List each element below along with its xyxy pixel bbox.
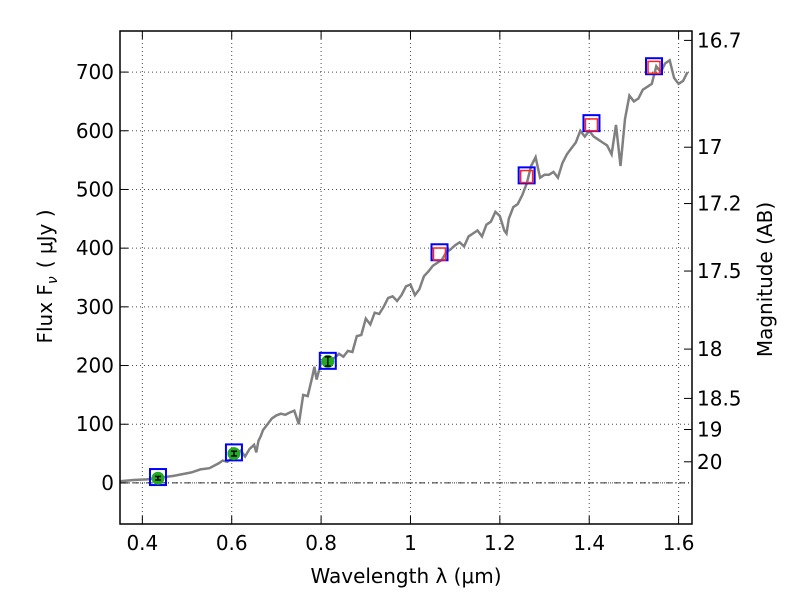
synthetic-flux-marker bbox=[224, 443, 243, 462]
x-tick-label: 0.4 bbox=[126, 531, 158, 555]
x-tick-label: 1.4 bbox=[573, 531, 605, 555]
y2-axis-title: Magnitude (AB) bbox=[753, 202, 777, 357]
y-tick-label: 400 bbox=[76, 236, 114, 260]
y2-tick-label: 17 bbox=[697, 135, 722, 159]
y2-tick-label: 18 bbox=[697, 337, 722, 361]
synthetic-flux-marker bbox=[318, 351, 337, 370]
x-tick-label: 1.6 bbox=[663, 531, 695, 555]
marks-layer bbox=[148, 57, 664, 487]
ticks-layer: 0.4 0.6 0.8 1 1.2 1.4 1.6 0 100 200 300 400 500 600 70… bbox=[76, 28, 742, 555]
model-flux-marker bbox=[432, 247, 447, 261]
y-tick-label: 0 bbox=[101, 471, 114, 495]
y2-tick-label: 16.7 bbox=[697, 28, 742, 52]
x-tick-label: 0.6 bbox=[216, 531, 248, 555]
synthetic-flux-marker bbox=[645, 57, 664, 76]
y-tick-label: 500 bbox=[76, 177, 114, 201]
y-tick-label: 700 bbox=[76, 60, 114, 84]
y-tick-label: 300 bbox=[76, 295, 114, 319]
y-axis-title-main: Flux F bbox=[33, 284, 57, 343]
y2-tick-label: 19 bbox=[697, 418, 722, 442]
synthetic-flux-marker bbox=[517, 166, 536, 185]
y2-tick-label: 20 bbox=[697, 450, 722, 474]
y2-tick-label: 17.2 bbox=[697, 192, 742, 216]
spectrum-line bbox=[119, 58, 689, 483]
grid-layer bbox=[120, 31, 692, 524]
x-tick-label: 0.8 bbox=[305, 531, 337, 555]
model-flux-marker bbox=[584, 118, 599, 132]
model-flux-marker bbox=[519, 169, 534, 184]
y-axis-title: Flux Fν ( μJy ) bbox=[33, 209, 61, 343]
y-tick-label: 200 bbox=[76, 354, 114, 378]
y-tick-label: 600 bbox=[76, 119, 114, 143]
y-axis-title-unit: ( μJy ) bbox=[33, 209, 57, 268]
plot-frame bbox=[119, 30, 693, 525]
x-axis-title: Wavelength λ (μm) bbox=[310, 564, 501, 588]
y-axis-title-subscript: ν bbox=[45, 276, 61, 284]
y2-tick-label: 18.5 bbox=[697, 386, 742, 410]
x-tick-label: 1 bbox=[404, 531, 417, 555]
x-tick-label: 1.2 bbox=[484, 531, 516, 555]
y-tick-label: 100 bbox=[76, 412, 114, 436]
synthetic-flux-marker bbox=[148, 468, 167, 487]
model-flux-marker bbox=[647, 60, 661, 75]
y2-tick-label: 17.5 bbox=[697, 259, 742, 283]
